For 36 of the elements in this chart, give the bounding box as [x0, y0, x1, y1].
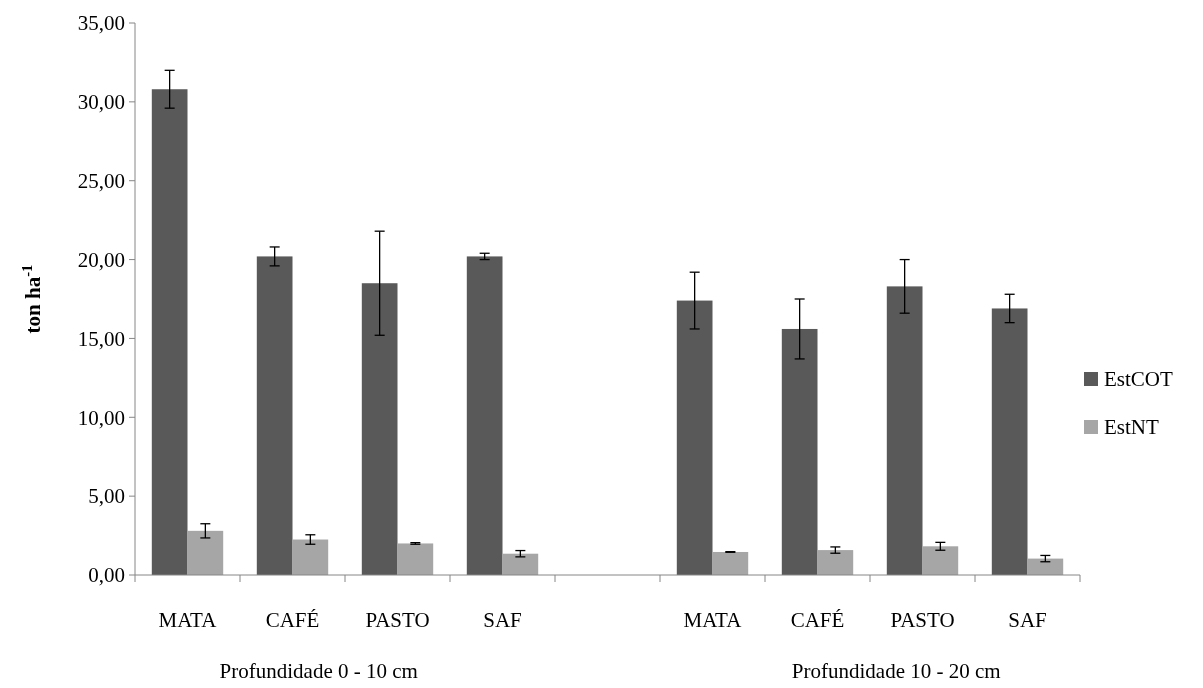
- x-tick-label: MATA: [683, 608, 743, 632]
- legend-label: EstCOT: [1104, 367, 1174, 392]
- bar: [886, 286, 923, 575]
- bar: [187, 530, 224, 575]
- x-tick-label: SAF: [483, 608, 522, 632]
- bar: [1027, 558, 1064, 575]
- y-tick-label: 15,00: [77, 326, 125, 351]
- text: Profundidade 10 - 20 cm: [791, 659, 1001, 683]
- x-tick-label: SAF: [1008, 608, 1047, 632]
- x-tick-label: PASTO: [890, 608, 955, 632]
- bar: [991, 308, 1028, 575]
- bar: [817, 550, 854, 575]
- bar: [466, 256, 503, 575]
- y-tick-label: 0,00: [88, 563, 125, 588]
- y-tick-label: 10,00: [77, 405, 125, 430]
- y-tick-label: 5,00: [88, 484, 125, 509]
- bar: [151, 89, 188, 575]
- bar: [712, 551, 749, 575]
- bar: [361, 283, 398, 575]
- y-tick-label: 25,00: [77, 169, 125, 194]
- legend-label: EstNT: [1104, 415, 1159, 440]
- x-tick-label: CAFÉ: [790, 608, 845, 632]
- x-tick-label: CAFÉ: [265, 608, 320, 632]
- bar: [397, 543, 434, 575]
- bar: [256, 256, 293, 575]
- bar: [922, 546, 959, 575]
- text: Profundidade 0 - 10 cm: [219, 659, 418, 683]
- y-tick-label: 35,00: [77, 11, 125, 36]
- bar: [502, 553, 539, 575]
- x-tick-label: PASTO: [365, 608, 430, 632]
- bar: [676, 300, 713, 575]
- bar: [292, 539, 329, 575]
- bar: [781, 328, 818, 575]
- x-tick-label: MATA: [158, 608, 218, 632]
- y-tick-label: 20,00: [77, 247, 125, 272]
- y-tick-label: 30,00: [77, 90, 125, 115]
